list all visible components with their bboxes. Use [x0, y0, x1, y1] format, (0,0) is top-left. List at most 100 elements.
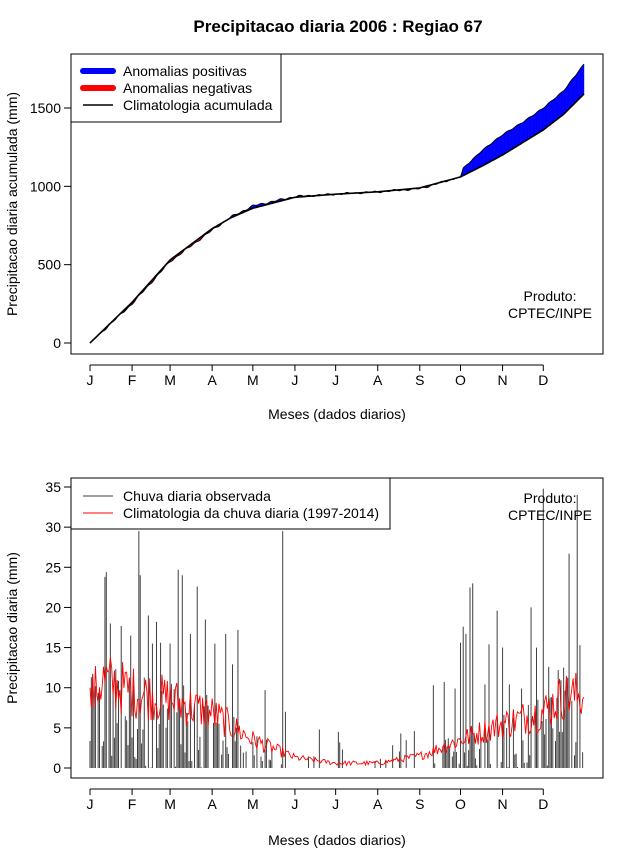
- x-tick-label: D: [538, 796, 548, 812]
- positive-anomaly-segment: [547, 102, 549, 128]
- x-tick-label: M: [247, 372, 259, 388]
- positive-anomaly-segment: [543, 106, 545, 131]
- positive-anomaly-segment: [564, 87, 567, 114]
- y-axis-label: Precipitacao diaria (mm): [4, 552, 20, 704]
- daily-panel: 0 5 10 15 20 25 30 35 J F M A M J J A S O N D Meses (dados…: [4, 477, 604, 848]
- positive-anomaly-segment: [476, 153, 479, 170]
- y-axis: 0 5 10 15 20 25 30 35: [45, 479, 72, 776]
- positive-anomaly-segment: [560, 91, 563, 117]
- positive-anomaly-segment: [475, 154, 477, 170]
- positive-anomaly-segment: [502, 133, 505, 156]
- positive-anomaly-segment: [553, 97, 556, 122]
- x-tick-label: N: [498, 372, 508, 388]
- x-tick-label: J: [87, 796, 94, 812]
- y-tick-label: 1000: [30, 178, 61, 194]
- cumulative-panel: 0 500 1000 1500 J F M A M J J A S O N D Meses (dados d…: [4, 53, 604, 422]
- positive-anomaly-segment: [551, 99, 553, 125]
- positive-anomaly-segment: [505, 131, 507, 154]
- x-tick-label: A: [207, 796, 217, 812]
- positive-anomaly-segment: [499, 135, 502, 157]
- positive-anomaly-segment: [545, 103, 548, 129]
- producer-label: Produto:: [524, 490, 577, 506]
- y-tick-label: 5: [53, 720, 61, 736]
- positive-anomaly-segment: [532, 114, 534, 137]
- positive-anomaly-segment: [534, 112, 537, 136]
- x-tick-label: O: [455, 796, 466, 812]
- positive-anomaly-segment: [574, 74, 577, 104]
- positive-anomaly-segment: [477, 152, 480, 169]
- positive-anomaly-segment: [506, 130, 509, 153]
- positive-anomaly-segment: [490, 143, 492, 162]
- y-tick-label: 0: [53, 335, 61, 351]
- y-tick-label: 0: [53, 760, 61, 776]
- y-tick-label: 1500: [30, 100, 61, 116]
- positive-anomaly-segment: [517, 123, 520, 147]
- x-tick-label: J: [291, 372, 298, 388]
- positive-anomaly-segment: [570, 79, 572, 108]
- producer-name: CPTEC/INPE: [508, 507, 592, 523]
- positive-anomaly-segment: [514, 125, 517, 148]
- positive-anomaly-segment: [539, 109, 541, 133]
- y-tick-label: 15: [45, 640, 61, 656]
- y-tick-label: 35: [45, 479, 61, 495]
- positive-anomaly-segment: [541, 108, 544, 132]
- y-tick-label: 500: [38, 257, 62, 273]
- legend-label-climatology: Climatologia acumulada: [123, 97, 273, 113]
- positive-anomaly-segment: [582, 63, 585, 96]
- x-axis-label: Meses (dados diarios): [268, 406, 406, 422]
- positive-anomaly-segment: [533, 113, 536, 137]
- x-tick-label: O: [455, 372, 466, 388]
- positive-anomaly-segment: [552, 98, 555, 124]
- legend-label-observed: Chuva diaria observada: [123, 488, 271, 504]
- positive-anomaly-segment: [568, 80, 571, 110]
- x-tick-label: J: [291, 796, 298, 812]
- positive-anomaly-segment: [520, 122, 522, 145]
- positive-anomaly-segment: [558, 93, 560, 119]
- positive-anomaly-segment: [530, 115, 533, 138]
- y-tick-label: 10: [45, 680, 61, 696]
- x-tick-label: M: [164, 796, 176, 812]
- positive-anomaly-segment: [524, 119, 526, 142]
- x-tick-label: S: [415, 796, 424, 812]
- positive-anomaly-segment: [513, 126, 515, 149]
- positive-anomaly-segment: [529, 116, 532, 139]
- positive-anomaly-segment: [540, 108, 543, 132]
- x-axis-label: Meses (dados diarios): [268, 832, 406, 848]
- positive-anomaly-segment: [503, 132, 506, 155]
- positive-anomaly-segment: [537, 109, 540, 134]
- positive-anomaly-segment: [515, 124, 518, 147]
- x-tick-label: N: [498, 796, 508, 812]
- y-tick-label: 20: [45, 599, 61, 615]
- legend: Chuva diaria observada Climatologia da c…: [70, 477, 391, 530]
- positive-anomaly-segment: [486, 145, 488, 165]
- positive-anomaly-segment: [562, 90, 564, 116]
- observed-accumulated-line: [89, 63, 585, 344]
- x-tick-label: J: [332, 796, 339, 812]
- positive-anomaly-segment: [522, 121, 525, 143]
- positive-anomaly-segment: [526, 117, 529, 141]
- x-tick-label: A: [373, 796, 383, 812]
- legend-label-positive: Anomalias positivas: [123, 63, 247, 79]
- positive-anomaly-segment: [521, 122, 524, 144]
- positive-anomaly-segment: [528, 116, 530, 140]
- x-tick-label: A: [207, 372, 217, 388]
- positive-anomaly-segment: [496, 137, 499, 159]
- x-tick-label: F: [128, 372, 137, 388]
- x-tick-label: F: [128, 796, 137, 812]
- legend-label-climatology: Climatologia da chuva diaria (1997-2014): [123, 505, 379, 521]
- legend-label-negative: Anomalias negativas: [123, 80, 252, 96]
- positive-anomaly-segment: [494, 138, 496, 160]
- x-tick-label: A: [373, 372, 383, 388]
- legend: Anomalias positivas Anomalias negativas …: [70, 53, 282, 123]
- positive-anomaly-segment: [536, 110, 539, 135]
- producer-label: Produto:: [524, 288, 577, 304]
- y-axis-label: Precipitacao diaria acumulada (mm): [4, 92, 20, 316]
- positive-anomaly-segment: [498, 136, 501, 158]
- positive-anomaly-segment: [501, 134, 503, 157]
- positive-anomaly-segment: [487, 144, 490, 164]
- positive-anomaly-segment: [581, 64, 583, 98]
- positive-anomaly-segment: [549, 100, 552, 126]
- x-tick-label: M: [247, 796, 259, 812]
